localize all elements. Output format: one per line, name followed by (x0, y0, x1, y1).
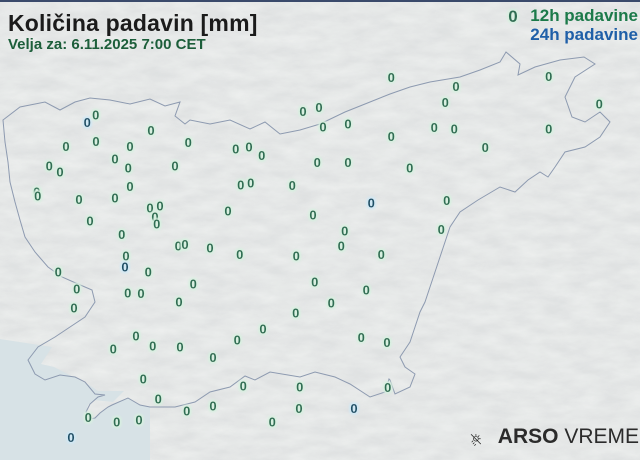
svg-text:0: 0 (508, 7, 517, 26)
